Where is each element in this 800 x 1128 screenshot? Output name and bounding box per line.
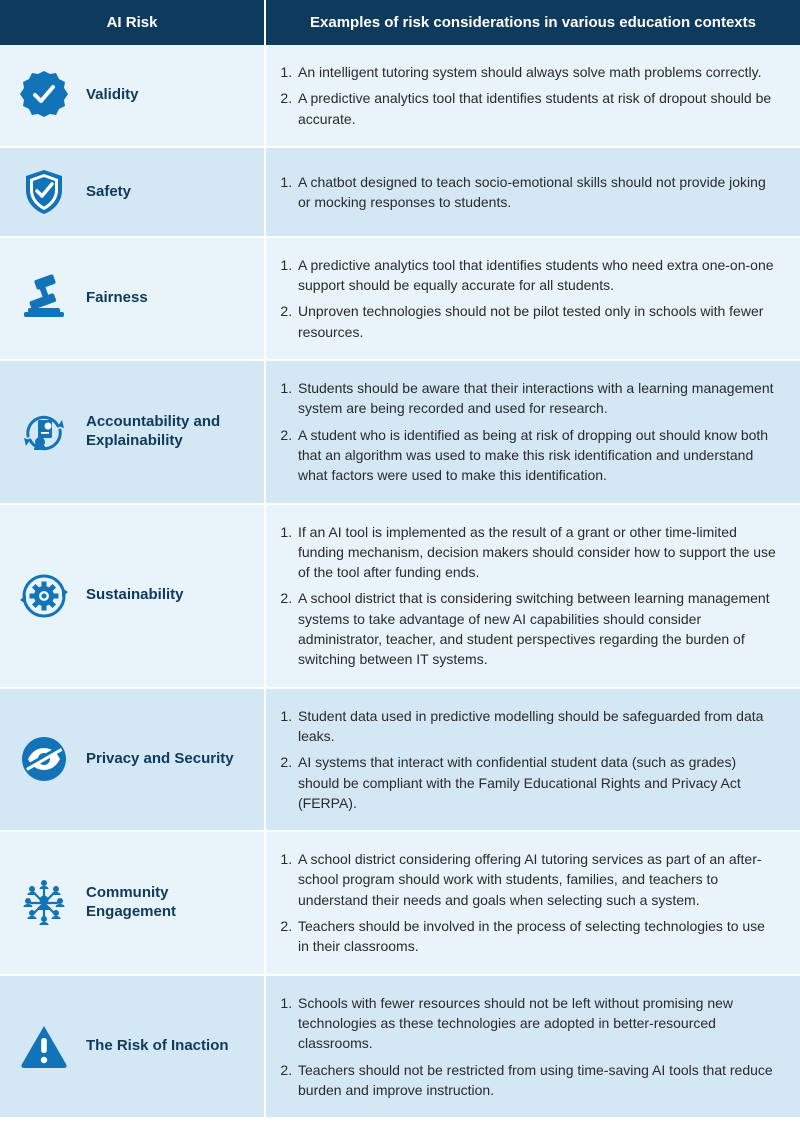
table-row: The Risk of Inaction Schools with fewer r… [0, 975, 800, 1117]
example-item: Schools with fewer resources should not … [296, 990, 778, 1057]
risk-cell: Validity [0, 45, 265, 147]
risk-cell: Safety [0, 147, 265, 237]
examples-list: If an AI tool is implemented as the resu… [274, 519, 778, 673]
risk-label: Validity [86, 86, 139, 105]
risk-cell: Accountability and Explainability [0, 360, 265, 503]
examples-list: A predictive analytics tool that identif… [274, 252, 778, 345]
example-item: Teachers should not be restricted from u… [296, 1057, 778, 1104]
examples-list: An intelligent tutoring system should al… [274, 59, 778, 132]
examples-list: Students should be aware that their inte… [274, 375, 778, 488]
example-item: A predictive analytics tool that identif… [296, 252, 778, 299]
risk-label: Sustainability [86, 586, 184, 605]
examples-cell: A chatbot designed to teach socio-emotio… [265, 147, 800, 237]
table-row: Privacy and Security Student data used in… [0, 688, 800, 831]
table-row: Validity An intelligent tutoring system s… [0, 45, 800, 147]
warning-icon [18, 1020, 70, 1072]
risk-cell: Privacy and Security [0, 688, 265, 831]
examples-cell: An intelligent tutoring system should al… [265, 45, 800, 147]
risk-label: The Risk of Inaction [86, 1037, 229, 1056]
examples-cell: Students should be aware that their inte… [265, 360, 800, 503]
ai-risk-table: AI Risk Examples of risk considerations … [0, 0, 800, 1117]
examples-cell: A predictive analytics tool that identif… [265, 237, 800, 360]
examples-list: A school district considering offering A… [274, 846, 778, 959]
doc-cycle-icon [18, 406, 70, 458]
examples-list: A chatbot designed to teach socio-emotio… [274, 169, 778, 216]
table-header-row: AI Risk Examples of risk considerations … [0, 0, 800, 45]
table-row: Fairness A predictive analytics tool that… [0, 237, 800, 360]
example-item: A student who is identified as being at … [296, 422, 778, 489]
example-item: Unproven technologies should not be pilo… [296, 298, 778, 345]
gear-cycle-icon [18, 570, 70, 622]
table-row: Accountability and Explainability Student… [0, 360, 800, 503]
gavel-icon [18, 272, 70, 324]
example-item: AI systems that interact with confidenti… [296, 749, 778, 816]
eye-slash-icon [18, 733, 70, 785]
examples-list: Student data used in predictive modellin… [274, 703, 778, 816]
table-row: Safety A chatbot designed to teach socio-… [0, 147, 800, 237]
examples-cell: Student data used in predictive modellin… [265, 688, 800, 831]
example-item: Teachers should be involved in the proce… [296, 913, 778, 960]
table-row: Sustainability If an AI tool is implement… [0, 504, 800, 688]
risk-label: Fairness [86, 289, 148, 308]
header-risk: AI Risk [0, 0, 265, 45]
examples-cell: Schools with fewer resources should not … [265, 975, 800, 1117]
risk-cell: Fairness [0, 237, 265, 360]
risk-label: Privacy and Security [86, 750, 234, 769]
example-item: Student data used in predictive modellin… [296, 703, 778, 750]
people-network-icon [18, 877, 70, 929]
risk-cell: The Risk of Inaction [0, 975, 265, 1117]
example-item: A school district that is considering sw… [296, 585, 778, 672]
table-row: Community Engagement A school district co… [0, 831, 800, 974]
header-examples: Examples of risk considerations in vario… [265, 0, 800, 45]
badge-check-icon [18, 69, 70, 121]
example-item: An intelligent tutoring system should al… [296, 59, 778, 85]
risk-label: Accountability and Explainability [86, 413, 252, 451]
example-item: If an AI tool is implemented as the resu… [296, 519, 778, 586]
examples-cell: If an AI tool is implemented as the resu… [265, 504, 800, 688]
example-item: A chatbot designed to teach socio-emotio… [296, 169, 778, 216]
example-item: A predictive analytics tool that identif… [296, 85, 778, 132]
risk-label: Safety [86, 183, 131, 202]
risk-cell: Sustainability [0, 504, 265, 688]
examples-cell: A school district considering offering A… [265, 831, 800, 974]
example-item: Students should be aware that their inte… [296, 375, 778, 422]
risk-cell: Community Engagement [0, 831, 265, 974]
risk-label: Community Engagement [86, 884, 252, 922]
examples-list: Schools with fewer resources should not … [274, 990, 778, 1103]
example-item: A school district considering offering A… [296, 846, 778, 913]
shield-check-icon [18, 166, 70, 218]
